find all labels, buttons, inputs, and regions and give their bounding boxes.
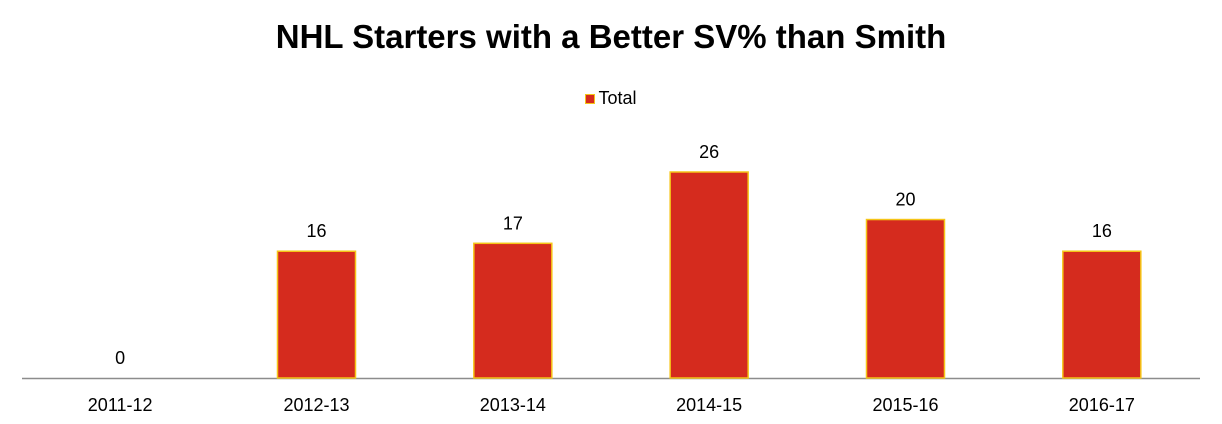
x-tick-label-2011-12: 2011-12 — [88, 395, 153, 415]
x-tick-label-2014-15: 2014-15 — [676, 395, 742, 415]
data-label-2016-17: 16 — [1092, 221, 1112, 241]
bar-2015-16 — [865, 218, 946, 379]
x-tick-label-2016-17: 2016-17 — [1069, 395, 1135, 415]
legend-label-total: Total — [598, 88, 637, 108]
data-label-2015-16: 20 — [895, 190, 915, 210]
x-tick-label-2015-16: 2015-16 — [872, 395, 938, 415]
bar-2016-17 — [1062, 250, 1142, 379]
data-label-2011-12: 0 — [115, 348, 125, 368]
x-tick-label-2013-14: 2013-14 — [480, 395, 546, 415]
legend: Total — [0, 88, 1222, 109]
bar-2013-14 — [473, 242, 553, 379]
legend-swatch-total — [585, 93, 596, 104]
bar-2012-13 — [276, 250, 357, 379]
chart-title: NHL Starters with a Better SV% than Smit… — [275, 18, 947, 55]
data-label-2014-15: 26 — [699, 142, 719, 162]
data-label-2012-13: 16 — [306, 221, 326, 241]
bar-2014-15 — [669, 171, 749, 379]
data-label-2013-14: 17 — [503, 213, 523, 233]
x-tick-label-2012-13: 2012-13 — [283, 395, 349, 415]
